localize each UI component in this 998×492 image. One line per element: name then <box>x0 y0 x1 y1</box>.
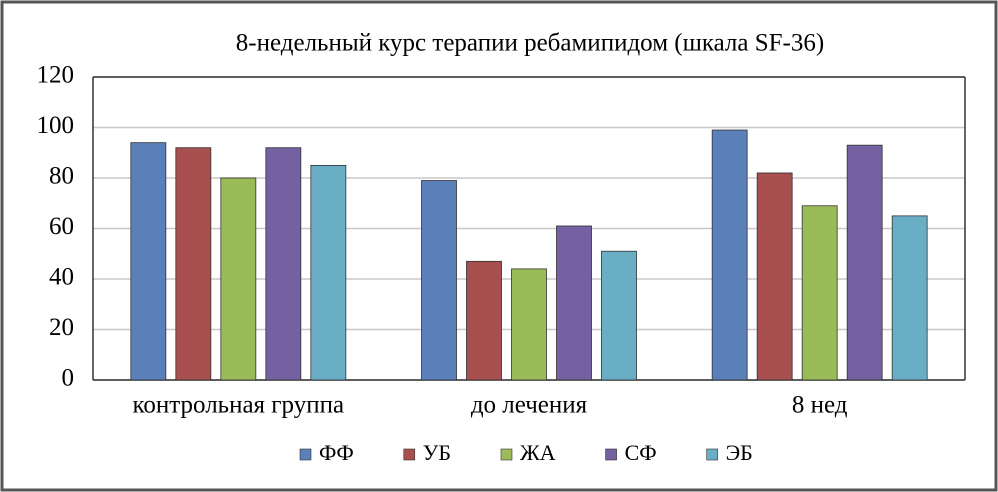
y-tick-label: 20 <box>49 314 74 341</box>
y-tick-label: 100 <box>37 112 75 139</box>
bar <box>130 142 167 381</box>
y-tick-label: 0 <box>62 365 75 392</box>
x-tick-label: контрольная группа <box>133 392 345 419</box>
bar <box>846 144 883 381</box>
bar <box>601 250 637 381</box>
bar <box>891 215 928 381</box>
legend-label: УБ <box>423 440 451 465</box>
bar <box>175 147 212 381</box>
bar <box>421 180 457 381</box>
x-tick-label: 8 нед <box>792 392 848 419</box>
bar <box>220 177 257 381</box>
legend-label: ФФ <box>319 440 354 465</box>
legend-label: ЭБ <box>726 440 753 465</box>
legend-swatch <box>500 448 513 461</box>
y-tick-label: 40 <box>49 264 74 291</box>
bar <box>556 225 592 381</box>
x-tick-label: до лечения <box>471 392 588 419</box>
chart-title: 8-недельный курс терапии ребамипидом (шк… <box>236 30 824 57</box>
legend-label: СФ <box>625 440 657 465</box>
bar <box>511 268 547 381</box>
legend-label: ЖА <box>520 440 556 465</box>
legend-swatch <box>605 448 617 461</box>
bar <box>801 205 838 381</box>
bar <box>310 164 347 381</box>
bar <box>711 129 748 381</box>
bar <box>466 260 502 381</box>
legend-swatch <box>299 448 312 461</box>
legend-swatch <box>706 448 718 461</box>
y-tick-label: 80 <box>49 163 74 190</box>
legend-swatch <box>403 448 416 461</box>
bar <box>265 147 302 381</box>
y-tick-label: 60 <box>49 213 74 240</box>
bar <box>756 172 793 381</box>
y-tick-label: 120 <box>37 62 75 89</box>
